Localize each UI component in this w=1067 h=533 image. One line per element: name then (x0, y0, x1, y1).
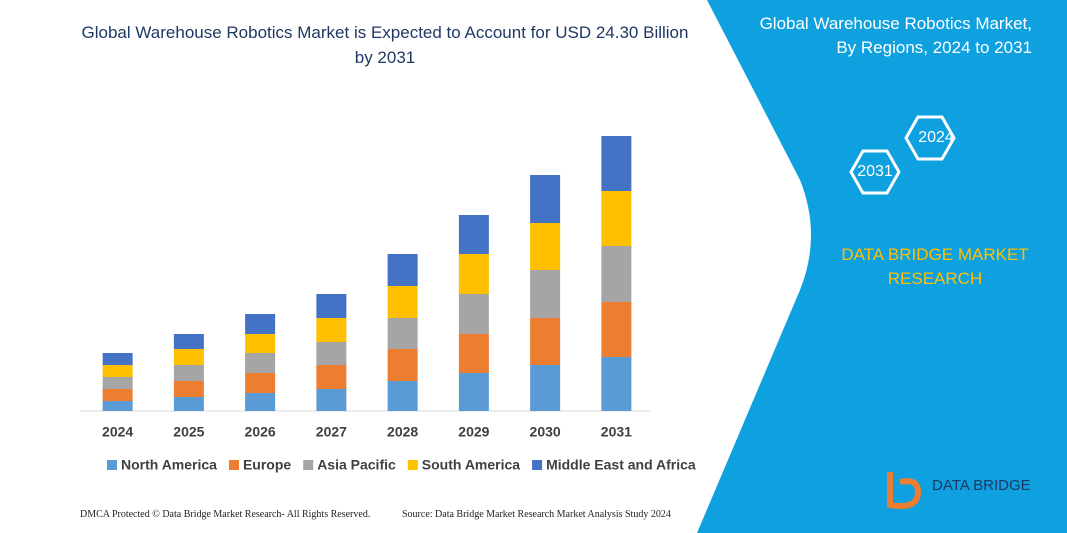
x-tick-label: 2030 (530, 424, 561, 440)
x-tick-label: 2029 (458, 424, 489, 440)
logo-text: DATA BRIDGE (932, 477, 1031, 494)
bar-segment (458, 215, 489, 254)
bar-segment (102, 365, 133, 377)
legend-label: Europe (243, 457, 291, 473)
bar-segment (458, 254, 489, 294)
legend-label: North America (121, 457, 217, 473)
panel-title: Global Warehouse Robotics Market, By Reg… (759, 14, 1032, 57)
x-tick-label: 2028 (387, 424, 418, 440)
bar-segment (601, 302, 632, 357)
bar-segment (458, 334, 489, 373)
hex-label: 2024 (918, 129, 954, 146)
hexagon (904, 115, 956, 161)
bar-segment (316, 318, 347, 342)
hex-label: 2031 (857, 163, 893, 180)
bar-segment (245, 393, 276, 411)
bar-segment (102, 401, 133, 411)
bar-segment (316, 294, 347, 318)
bar-segment (458, 373, 489, 411)
bar-segment (387, 318, 418, 349)
chart-title: Global Warehouse Robotics Market is Expe… (81, 23, 689, 67)
bar-segment (173, 397, 204, 411)
bar-segment (530, 175, 561, 223)
x-tick-label: 2025 (173, 424, 204, 440)
bar-segment (102, 353, 133, 365)
bar-segment (316, 342, 347, 365)
footer-right: Source: Data Bridge Market Research Mark… (402, 509, 671, 520)
bar-segment (530, 318, 561, 365)
bar-segment (245, 314, 276, 334)
bar-segment (102, 377, 133, 389)
bar-segment (601, 136, 632, 191)
logo-icon (887, 472, 922, 510)
footer-left: DMCA Protected © Data Bridge Market Rese… (80, 509, 371, 520)
bar-segment (601, 357, 632, 411)
bar-segment (387, 381, 418, 411)
legend-swatch (303, 460, 314, 470)
bar-segment (245, 334, 276, 353)
side-panel (697, 0, 1067, 533)
bar-segment (102, 389, 133, 401)
bar-segment (245, 373, 276, 393)
x-tick-label: 2027 (316, 424, 347, 440)
bar-segment (316, 365, 347, 389)
bar-segment (530, 223, 561, 270)
x-tick-label: 2031 (601, 424, 632, 440)
legend-label: Middle East and Africa (546, 457, 696, 473)
x-tick-label: 2026 (245, 424, 276, 440)
bar-segment (173, 349, 204, 365)
legend-label: South America (422, 457, 520, 473)
legend-swatch (107, 460, 117, 470)
legend-swatch (532, 460, 543, 470)
bar-segment (601, 246, 632, 302)
bar-segment (530, 365, 561, 411)
bar-segment (387, 254, 418, 286)
bar-segment (387, 286, 418, 318)
bar-segment (173, 381, 204, 397)
hexagon (849, 149, 901, 195)
bar-segment (387, 349, 418, 381)
bar-segment (316, 389, 347, 411)
bar-segment (245, 353, 276, 373)
brand-text: DATA BRIDGE MARKET RESEARCH (841, 245, 1029, 288)
bar-segment (173, 365, 204, 381)
bar-segment (530, 270, 561, 318)
bar-segment (173, 334, 204, 349)
legend-swatch (407, 460, 418, 470)
legend-label: Asia Pacific (317, 457, 396, 473)
legend-swatch (228, 460, 239, 470)
bar-segment (458, 294, 489, 334)
x-tick-label: 2024 (102, 424, 133, 440)
bar-segment (601, 191, 632, 246)
